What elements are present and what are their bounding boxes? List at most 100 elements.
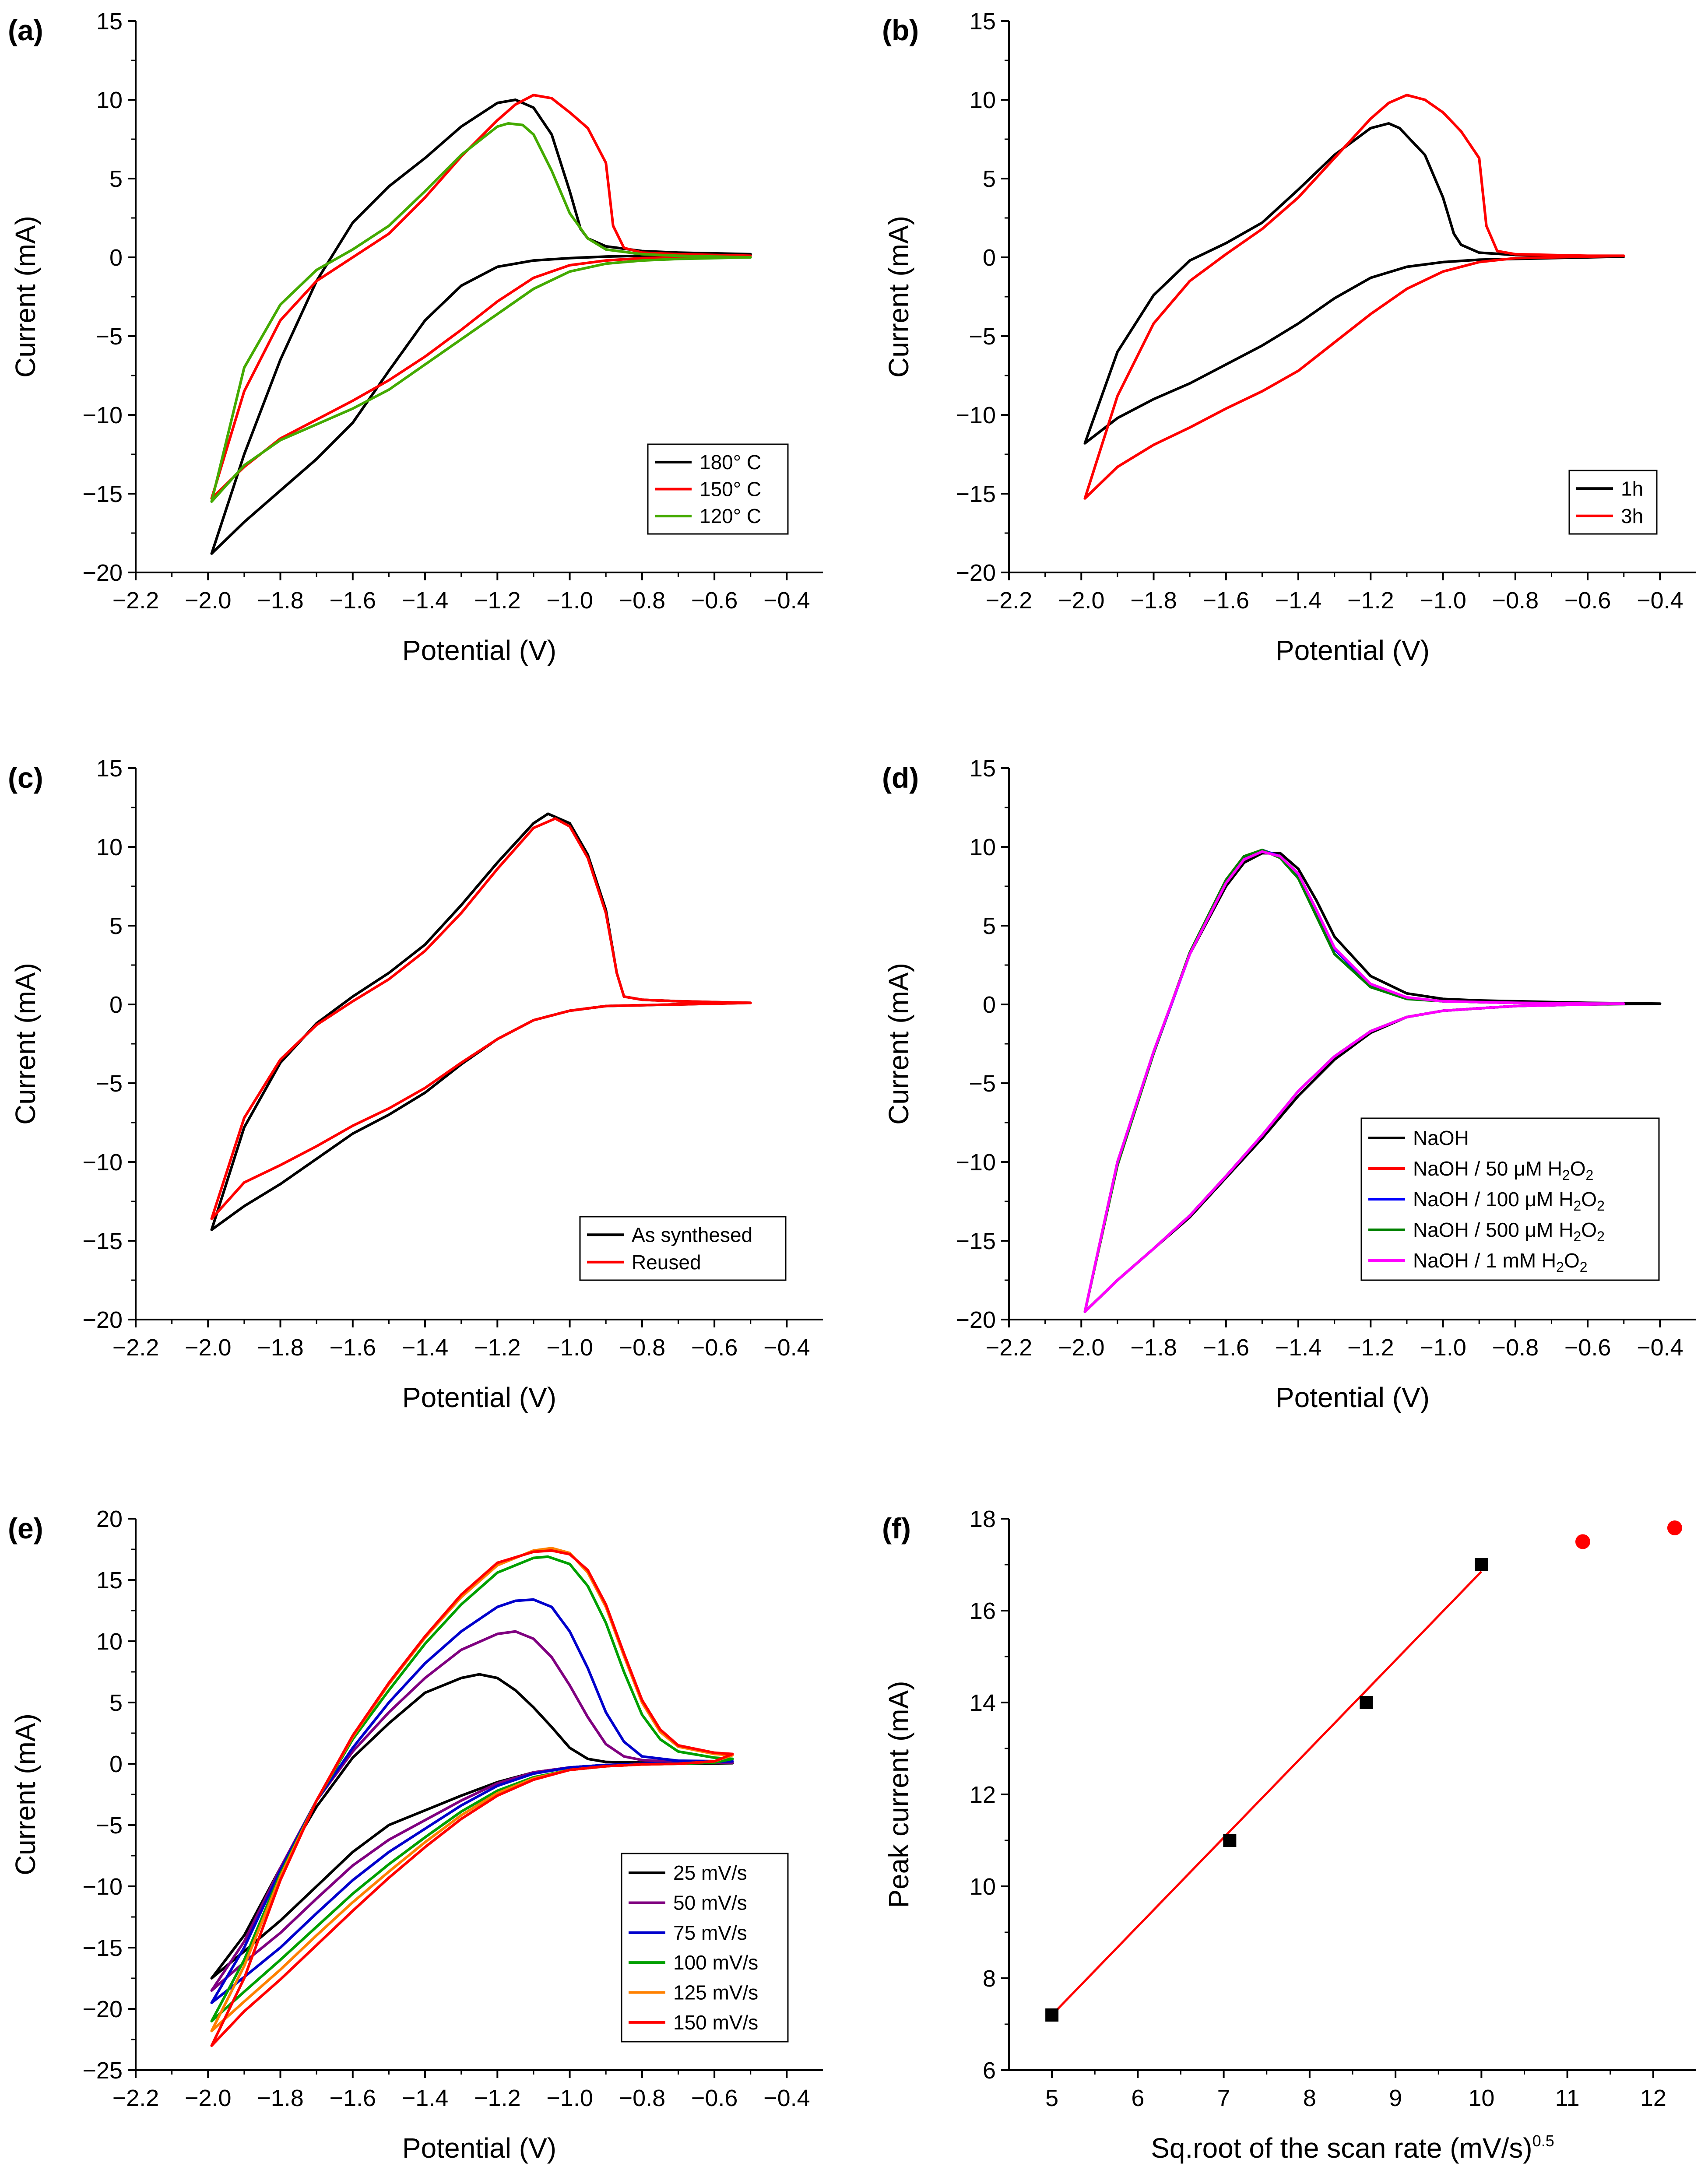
y-tick-label: 5 [983,166,996,192]
x-tick-label: −1.6 [1202,1334,1249,1361]
legend-label-subscript: 2 [1597,1229,1605,1244]
legend: As synthesed Reused [579,1216,787,1281]
x-tick-label: −0.6 [1564,1334,1611,1361]
x-tick-label: −1.0 [546,587,593,614]
legend-label-part: O [1564,1249,1580,1272]
y-tick-label: 16 [970,1598,996,1624]
x-tick-label: −2.0 [185,2085,232,2111]
chart-panel-2: (c)−2.2 −2.0 −1.8 −1.6 −1.4 −1.2 −1.0 −0.8 −0.6−… [8,755,823,1413]
y-tick-label: 10 [96,834,123,860]
legend-label-subscript: 2 [1562,1167,1570,1183]
x-tick-label: −1.2 [474,587,521,614]
x-axis-title: Potential (V) [1276,1382,1430,1413]
x-tick-label: 5 [1045,2085,1058,2111]
y-tick-label: 5 [109,913,123,939]
legend-label: 180° C [699,451,761,474]
y-tick-label: 15 [970,8,996,35]
x-axis-title-superscript: 0.5 [1532,2132,1554,2150]
y-tick-label: −10 [82,1149,123,1176]
x-tick-label: 10 [1468,2085,1494,2111]
x-tick-label: −0.4 [763,2085,810,2111]
x-tick-label: 11 [1555,2085,1580,2111]
x-tick-label: 7 [1217,2085,1230,2111]
y-tick-label: −15 [82,1935,123,1961]
x-tick-label: −0.6 [1564,587,1611,614]
x-tick-label: −1.4 [1275,587,1322,614]
chart-panel-0: (a)−2.2 −2.0 −1.8 −1.6 −1.4 −1.2 −1.0 −0.8 −0.6−… [8,8,823,666]
legend-label: NaOH [1413,1127,1469,1149]
x-tick-label: −1.6 [329,587,376,614]
x-axis-title: Potential (V) [402,1382,556,1413]
x-axis-title: Sq.root of the scan rate (mV/s)0.5 [1151,2132,1554,2164]
legend-label-subscript: 2 [1574,1229,1581,1244]
y-tick-label: 10 [96,1629,123,1655]
x-tick-label: −1.6 [329,1334,376,1361]
legend-label: NaOH / 100 μM H2O2 [1413,1188,1605,1214]
panel-label: (c) [8,762,43,794]
legend-label: Reused [632,1251,701,1274]
legend-label: 150° C [699,478,761,501]
y-tick-label: 10 [970,834,996,860]
legend-label-subscript: 2 [1556,1259,1564,1275]
y-tick-label: 14 [970,1690,996,1716]
y-tick-label: −10 [956,1149,996,1176]
legend-label: 50 mV/s [673,1892,747,1914]
panel-label: (d) [882,762,919,794]
series-line-0 [1083,852,1662,1313]
y-axis-title: Current (mA) [10,1713,41,1875]
chart-panel-5: (f) 5 6 7 8 9 10 11 12 6 8 10 12 14 16 18 Sq.root of the… [882,1506,1696,2164]
x-tick-label: −1.0 [546,1334,593,1361]
x-axis-title: Potential (V) [402,2132,556,2164]
x-tick-label: −2.0 [1058,1334,1105,1361]
legend: 25 mV/s 50 mV/s 75 mV/s 100 mV/s 125 mV/s 150… [621,1853,789,2043]
series-line-2 [210,1598,734,2004]
y-tick-label: −5 [95,323,123,350]
x-tick-label: −1.4 [1275,1334,1322,1361]
x-tick-label: −2.2 [112,1334,159,1361]
y-axis-title: Current (mA) [883,963,914,1125]
x-tick-label: −1.4 [402,1334,449,1361]
y-tick-label: 0 [983,245,996,271]
series-line-1 [210,817,752,1220]
legend-label: 100 mV/s [673,1951,758,1974]
x-tick-label: −1.0 [1420,587,1466,614]
y-tick-label: 0 [109,1751,123,1777]
y-tick-label: −20 [82,1996,123,2022]
y-tick-label: 0 [109,992,123,1018]
x-axis-title: Potential (V) [1276,635,1430,666]
legend-label: 3h [1621,505,1643,527]
x-tick-label: −1.4 [402,2085,449,2111]
x-tick-label: 12 [1640,2085,1666,2111]
panel-label: (f) [882,1512,911,1545]
y-tick-label: −10 [82,402,123,428]
legend-label: 75 mV/s [673,1921,747,1944]
y-axis-title: Current (mA) [883,216,914,378]
legend-label: NaOH / 1 mM H2O2 [1413,1249,1588,1275]
legend-label: NaOH / 500 μM H2O2 [1413,1218,1605,1244]
y-tick-label: 10 [970,87,996,113]
data-point-circle [1667,1520,1682,1535]
x-tick-label: −0.8 [1492,587,1539,614]
fit-line [1051,1571,1483,2016]
x-tick-label: −1.2 [1347,1334,1394,1361]
chart-panel-4: (e)−2.2 −2.0 −1.8 −1.6 −1.4 −1.2 −1.0 −0.8 −0.6−… [8,1506,823,2164]
y-tick-label: −20 [82,1307,123,1333]
x-tick-label: −1.6 [329,2085,376,2111]
x-tick-label: −0.6 [691,1334,738,1361]
x-tick-label: −0.4 [763,1334,810,1361]
y-tick-label: 5 [983,913,996,939]
legend-label-subscript: 2 [1597,1198,1605,1214]
y-axis-title: Peak current (mA) [883,1681,914,1908]
legend-box [1568,470,1658,535]
y-tick-label: −5 [969,1071,996,1097]
y-tick-label: 18 [970,1506,996,1532]
legend-box [1360,1117,1660,1281]
y-tick-label: −5 [969,323,996,350]
x-tick-label: −1.6 [1202,587,1249,614]
y-tick-label: 15 [96,755,123,782]
y-tick-label: −20 [82,560,123,586]
x-tick-label: −1.8 [257,1334,304,1361]
x-tick-label: −1.0 [1420,1334,1466,1361]
x-tick-label: −0.4 [1637,587,1683,614]
panel-label: (a) [8,14,43,46]
